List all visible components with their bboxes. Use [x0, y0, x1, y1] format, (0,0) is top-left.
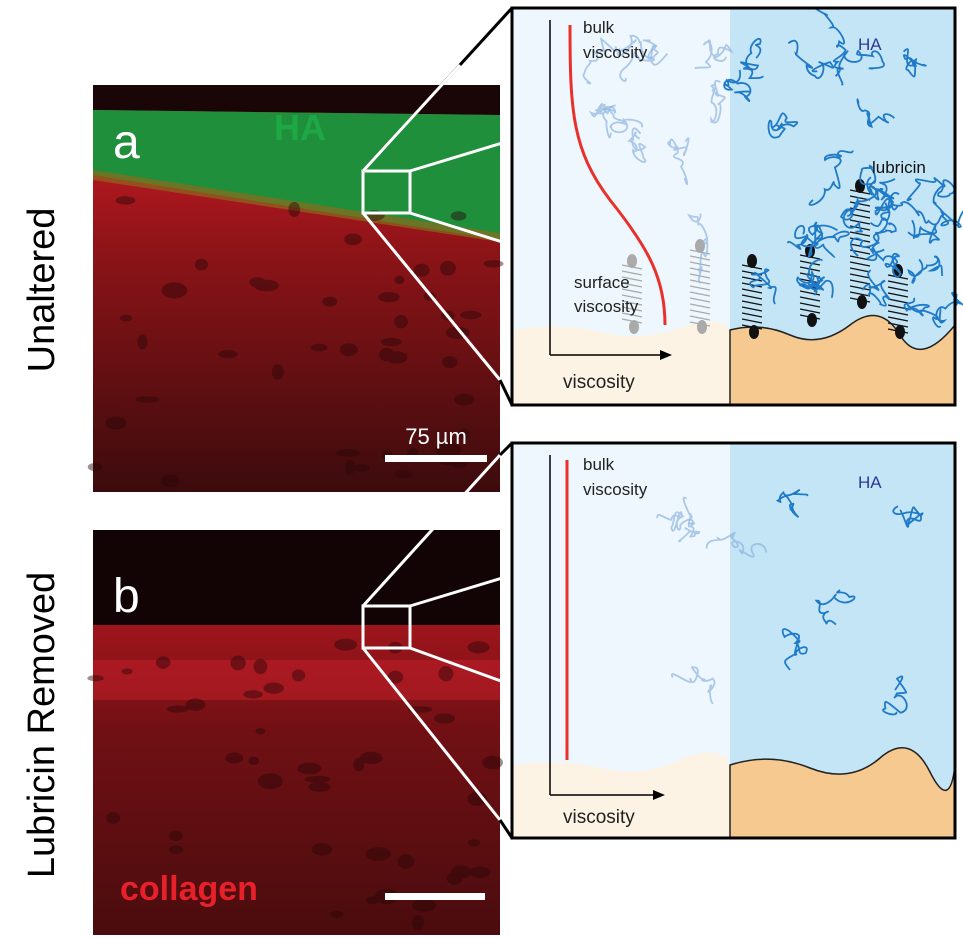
spot: [304, 776, 330, 783]
spot: [87, 675, 103, 681]
spot: [169, 830, 183, 841]
spot: [166, 706, 189, 713]
spot: [470, 866, 491, 878]
spot: [248, 757, 259, 765]
spot: [272, 364, 284, 379]
lubricin-end: [807, 313, 817, 327]
schematic-b: [512, 443, 955, 838]
spot: [468, 839, 481, 846]
spot: [88, 463, 103, 471]
spot: [121, 668, 132, 674]
spot: [263, 683, 284, 694]
lubricin-end: [697, 320, 707, 334]
spot: [414, 264, 430, 277]
spot: [249, 277, 265, 287]
spot: [434, 713, 455, 723]
region-label: HA: [858, 473, 882, 492]
lubricin-end: [857, 295, 867, 309]
spot: [309, 782, 331, 792]
spot: [340, 343, 358, 356]
axis-label: viscosity: [563, 807, 635, 828]
spot: [162, 282, 188, 298]
spot: [412, 899, 437, 912]
spot: [169, 845, 184, 853]
spot: [460, 311, 481, 320]
lubricin-end: [895, 325, 905, 339]
spot: [442, 356, 458, 368]
row-label: Lubricin Removed: [21, 572, 63, 878]
spot: [447, 872, 462, 885]
spot: [185, 699, 205, 711]
spot: [360, 752, 383, 765]
spot: [292, 669, 305, 681]
molecule-label: lubricin: [872, 158, 926, 177]
spot: [394, 315, 408, 328]
spot: [366, 849, 386, 856]
spot: [312, 843, 333, 855]
spot: [105, 417, 126, 430]
spot: [106, 812, 120, 824]
row-label: Unaltered: [21, 208, 63, 373]
spot: [156, 656, 170, 668]
spot: [243, 690, 262, 698]
spot: [137, 334, 147, 349]
spot: [218, 350, 238, 358]
stain-label: collagen: [120, 870, 258, 908]
spot: [255, 728, 265, 734]
spot: [366, 896, 379, 904]
spot: [397, 854, 414, 869]
lubricin-end: [747, 254, 757, 268]
spot: [483, 260, 503, 267]
spot: [334, 639, 357, 651]
spot: [258, 773, 283, 789]
scale-bar-label: 75 µm: [405, 424, 467, 449]
stain-label: HA: [274, 107, 326, 148]
spot: [381, 338, 402, 346]
spot: [345, 460, 355, 475]
lubricin-end: [629, 320, 639, 334]
spot: [120, 315, 132, 322]
spot: [482, 756, 503, 770]
lubricin-end: [627, 254, 637, 268]
spot: [344, 233, 362, 245]
spot: [288, 202, 300, 217]
spot: [195, 259, 208, 271]
spot: [387, 351, 408, 363]
schematic-a: [512, 8, 963, 405]
spot: [378, 292, 400, 302]
spot: [135, 396, 159, 402]
lubricin-end: [749, 325, 759, 339]
panel-letter: b: [113, 570, 140, 623]
spot: [440, 261, 456, 276]
spot: [412, 915, 424, 930]
spot: [394, 276, 404, 284]
spot: [254, 659, 268, 674]
spot: [161, 475, 180, 488]
spot: [330, 911, 343, 918]
spot: [451, 211, 467, 220]
region-label: HA: [858, 35, 882, 54]
spot: [297, 763, 321, 775]
spot: [467, 641, 489, 653]
spot: [438, 666, 453, 681]
scale-bar: [385, 893, 485, 900]
spot: [322, 297, 337, 307]
spot: [454, 394, 474, 406]
axis-label: viscosity: [563, 372, 635, 393]
spot: [115, 196, 135, 204]
spot: [336, 449, 361, 457]
spot: [225, 753, 243, 764]
spot: [395, 470, 413, 478]
scale-bar: [385, 455, 487, 462]
panel-letter: a: [113, 116, 140, 169]
spot: [230, 656, 245, 671]
figure: Unaltered Lubricin Removed a HA 75 µm b …: [0, 0, 963, 939]
spot: [311, 344, 328, 352]
